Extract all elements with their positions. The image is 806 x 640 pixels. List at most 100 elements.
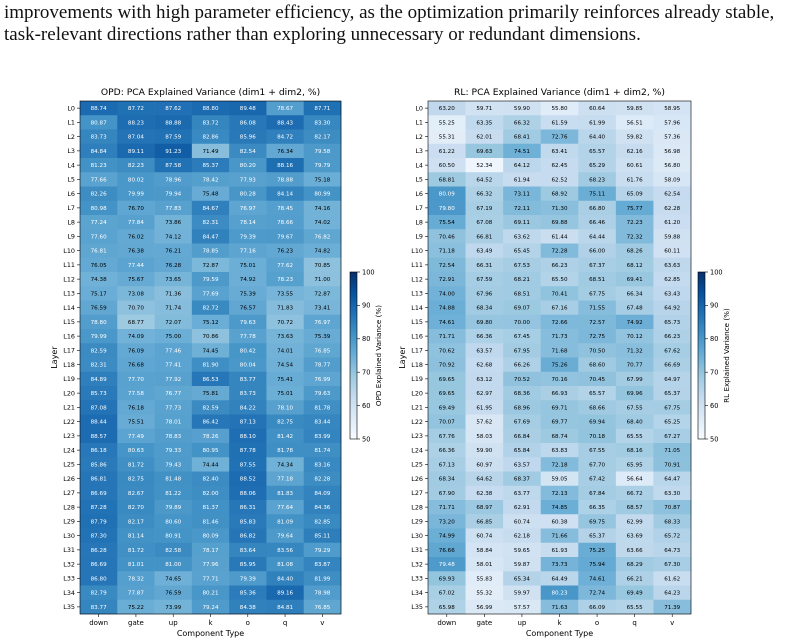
- cell-value-label: 82.85: [314, 519, 330, 525]
- cell-value-label: 84.22: [240, 405, 256, 411]
- cell-value-label: 71.83: [277, 306, 293, 312]
- cell-value-label: 64.73: [664, 548, 680, 554]
- heatmap-cell: [266, 143, 305, 159]
- cell-value-label: 87.78: [240, 448, 256, 454]
- heatmap-cell: [154, 414, 193, 430]
- heatmap-cell: [503, 272, 542, 287]
- heatmap-cell: [540, 528, 579, 544]
- cell-value-label: 74.82: [314, 249, 330, 255]
- cell-value-label: 70.91: [664, 462, 680, 468]
- y-tick-label: L19: [63, 375, 75, 383]
- cell-value-label: 68.66: [589, 405, 605, 411]
- heatmap-cell: [229, 229, 267, 244]
- heatmap-cell: [80, 101, 118, 116]
- cell-value-label: 74.34: [277, 462, 293, 468]
- heatmap-cell: [540, 172, 579, 187]
- cell-value-label: 69.11: [514, 220, 530, 226]
- cell-value-label: 72.28: [551, 249, 567, 255]
- heatmap-cell: [615, 528, 654, 544]
- cell-value-label: 81.01: [128, 562, 144, 568]
- cell-value-label: 66.23: [551, 263, 567, 269]
- heatmap-cell: [191, 115, 230, 130]
- heatmap-cell: [578, 471, 617, 487]
- cell-value-label: 86.28: [91, 548, 107, 554]
- y-tick-label: L13: [411, 290, 423, 298]
- heatmap-cell: [191, 371, 230, 387]
- caption-line-1: improvements with high parameter efficie…: [4, 2, 775, 23]
- heatmap-cell: [229, 542, 267, 558]
- heatmap-cell: [229, 115, 267, 130]
- heatmap-cell: [465, 129, 504, 145]
- cell-value-label: 67.76: [439, 434, 455, 440]
- cell-value-label: 83.72: [202, 120, 218, 126]
- heatmap-cell: [503, 329, 542, 344]
- heatmap-cell: [266, 571, 305, 586]
- heatmap-cell: [653, 215, 692, 230]
- rl-colorbar: [697, 271, 706, 440]
- heatmap-cell: [229, 143, 267, 159]
- heatmap-cell: [540, 571, 579, 586]
- cell-value-label: 88.80: [202, 106, 218, 112]
- heatmap-cell: [465, 172, 504, 187]
- heatmap-cell: [615, 428, 654, 444]
- heatmap-cell: [229, 343, 267, 358]
- y-tick-label: L22: [411, 418, 423, 426]
- cell-value-label: 68.57: [627, 505, 643, 511]
- y-tick-label: L31: [411, 546, 423, 554]
- heatmap-cell: [229, 186, 267, 202]
- heatmap-cell: [428, 257, 466, 273]
- heatmap-cell: [191, 314, 230, 330]
- heatmap-cell: [303, 528, 342, 544]
- cell-value-label: 68.16: [627, 448, 643, 454]
- heatmap-cell: [503, 101, 542, 116]
- cell-value-label: 84.84: [91, 149, 107, 155]
- heatmap-cell: [578, 485, 617, 501]
- cell-value-label: 64.40: [589, 135, 605, 141]
- heatmap-cell: [229, 500, 267, 515]
- cell-value-label: 68.51: [589, 277, 605, 283]
- heatmap-cell: [653, 443, 692, 458]
- y-tick-label: L10: [411, 247, 423, 255]
- y-tick-label: L3: [67, 147, 75, 155]
- cell-value-label: 79.99: [128, 192, 144, 198]
- cell-value-label: 58.03: [476, 434, 492, 440]
- cell-value-label: 64.97: [664, 377, 680, 383]
- heatmap-cell: [80, 172, 118, 187]
- heatmap-cell: [578, 101, 617, 116]
- cell-value-label: 58.09: [664, 177, 680, 183]
- heatmap-cell: [303, 314, 342, 330]
- heatmap-cell: [117, 143, 155, 159]
- heatmap-cell: [191, 500, 230, 515]
- heatmap-cell: [465, 314, 504, 330]
- cell-value-label: 70.50: [589, 348, 605, 354]
- cell-value-label: 82.67: [128, 491, 144, 497]
- cell-value-label: 78.83: [165, 434, 181, 440]
- cell-value-label: 66.26: [514, 363, 530, 369]
- heatmap-cell: [540, 557, 579, 572]
- heatmap-cell: [653, 557, 692, 572]
- heatmap-cell: [191, 471, 230, 487]
- x-tick-label: gate: [128, 619, 144, 627]
- cell-value-label: 71.32: [627, 348, 643, 354]
- cell-value-label: 86.08: [240, 120, 256, 126]
- cell-value-label: 65.37: [589, 534, 605, 540]
- cell-value-label: 85.11: [314, 534, 330, 540]
- heatmap-cell: [503, 257, 542, 273]
- cell-value-label: 65.29: [589, 163, 605, 169]
- heatmap-cell: [117, 115, 155, 130]
- heatmap-cell: [80, 471, 118, 487]
- cell-value-label: 59.97: [514, 591, 530, 597]
- heatmap-cell: [80, 428, 118, 444]
- heatmap-cell: [540, 186, 579, 202]
- cell-value-label: 76.97: [314, 320, 330, 326]
- cell-value-label: 85.36: [240, 591, 256, 597]
- cell-value-label: 88.74: [91, 106, 107, 112]
- heatmap-cell: [154, 443, 193, 458]
- cell-value-label: 81.46: [202, 519, 218, 525]
- cell-value-label: 77.24: [91, 220, 107, 226]
- heatmap-cell: [428, 571, 466, 586]
- cell-value-label: 70.72: [277, 320, 293, 326]
- heatmap-cell: [117, 528, 155, 544]
- y-tick-label: L19: [411, 375, 423, 383]
- cell-value-label: 82.28: [314, 477, 330, 483]
